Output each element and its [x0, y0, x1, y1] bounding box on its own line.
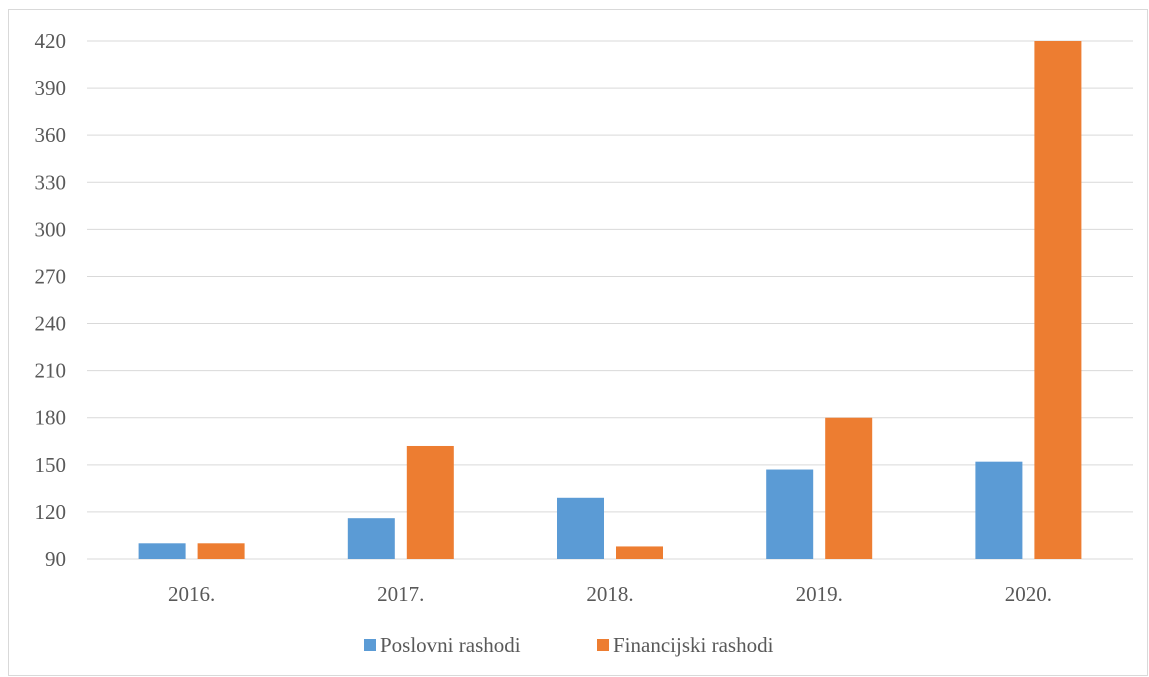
bar-financijski-rashodi-2019	[825, 417, 873, 559]
x-axis-ticks: 2016. 2017. 2018. 2019. 2020.	[168, 582, 1052, 606]
y-tick-label: 180	[35, 406, 67, 430]
y-tick-label: 390	[35, 76, 67, 100]
bar-financijski-rashodi-2020	[1034, 41, 1082, 559]
x-tick-label: 2018.	[586, 582, 633, 606]
x-tick-label: 2020.	[1005, 582, 1052, 606]
y-tick-label: 240	[35, 312, 67, 336]
legend: Poslovni rashodi Financijski rashodi	[364, 633, 774, 657]
gridlines	[87, 40, 1133, 560]
legend-swatch-financijski-rashodi	[597, 639, 609, 651]
y-tick-label: 150	[35, 453, 67, 477]
bar-poslovni-rashodi-2017	[347, 518, 395, 559]
y-tick-label: 420	[35, 29, 67, 53]
chart-frame	[8, 9, 1148, 676]
y-tick-label: 210	[35, 359, 67, 383]
bar-poslovni-rashodi-2016	[138, 543, 186, 559]
bars	[138, 41, 1082, 559]
y-tick-label: 300	[35, 217, 67, 241]
y-tick-label: 270	[35, 264, 67, 288]
y-tick-label: 120	[35, 500, 67, 524]
x-tick-label: 2019.	[796, 582, 843, 606]
x-tick-label: 2017.	[377, 582, 424, 606]
bar-financijski-rashodi-2016	[197, 543, 245, 559]
bar-poslovni-rashodi-2018	[557, 497, 604, 559]
y-tick-label: 330	[35, 170, 67, 194]
y-tick-label: 90	[45, 547, 66, 571]
bar-financijski-rashodi-2018	[616, 546, 663, 559]
bar-poslovni-rashodi-2020	[975, 461, 1023, 559]
y-axis-ticks: 90 120 150 180 210 240 270 300 330 360 390 420	[35, 29, 67, 571]
bar-poslovni-rashodi-2019	[766, 469, 814, 559]
bar-financijski-rashodi-2017	[406, 445, 454, 559]
legend-label-financijski-rashodi: Financijski rashodi	[613, 633, 774, 657]
legend-label-poslovni-rashodi: Poslovni rashodi	[380, 633, 521, 657]
legend-swatch-poslovni-rashodi	[364, 639, 376, 651]
x-tick-label: 2016.	[168, 582, 215, 606]
y-tick-label: 360	[35, 123, 67, 147]
